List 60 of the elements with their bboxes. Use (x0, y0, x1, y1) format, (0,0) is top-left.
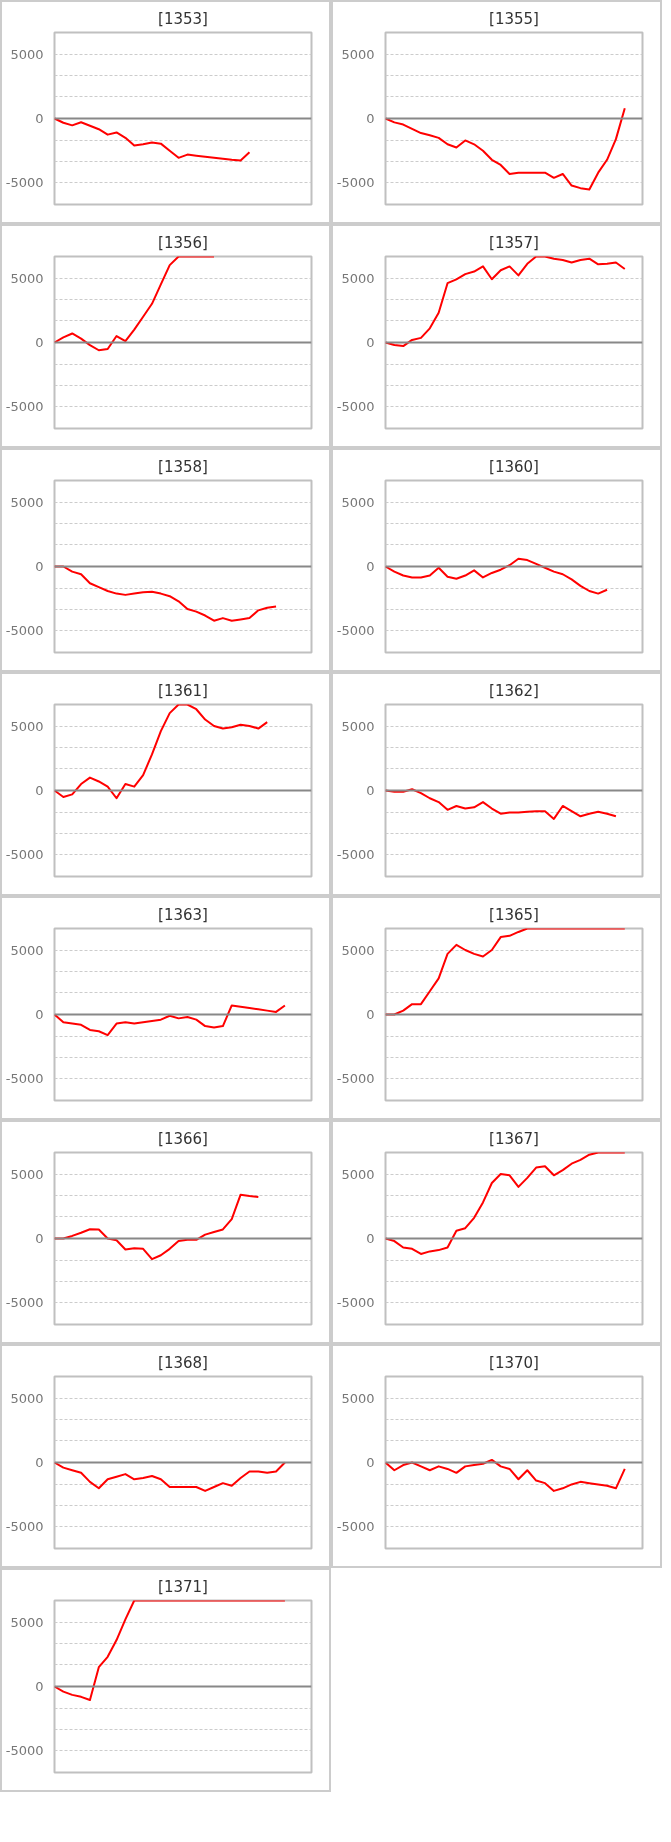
y-tick-label: 0 (366, 335, 375, 350)
y-tick-label: 0 (35, 1455, 44, 1470)
y-tick-label: 5000 (10, 494, 44, 510)
y-tick-label: 0 (35, 559, 44, 574)
chart-title: [1370] (489, 1353, 539, 1372)
y-tick-label: 0 (35, 1231, 44, 1246)
y-tick-label: 5000 (10, 942, 44, 958)
y-tick-label: 5000 (341, 718, 375, 734)
chart-title: [1360] (489, 457, 539, 476)
y-tick-label: -5000 (336, 623, 375, 639)
chart-title: [1356] (158, 233, 208, 252)
chart-title: [1366] (158, 1129, 208, 1148)
y-tick-label: 0 (35, 111, 44, 126)
y-tick-label: 0 (35, 1007, 44, 1022)
y-tick-label: 5000 (341, 46, 375, 62)
y-tick-label: -5000 (336, 847, 375, 863)
chart-title: [1363] (158, 905, 208, 924)
chart-title: [1357] (489, 233, 539, 252)
chart-title: [1358] (158, 457, 208, 476)
y-tick-label: 0 (35, 783, 44, 798)
y-tick-label: -5000 (336, 399, 375, 415)
y-tick-label: -5000 (336, 175, 375, 191)
y-tick-label: 5000 (10, 46, 44, 62)
y-tick-label: 5000 (341, 494, 375, 510)
y-tick-label: 5000 (341, 942, 375, 958)
y-tick-label: -5000 (5, 1071, 44, 1087)
y-tick-label: -5000 (5, 847, 44, 863)
y-tick-label: 5000 (341, 1390, 375, 1406)
y-tick-label: -5000 (5, 1743, 44, 1759)
y-tick-label: -5000 (5, 1295, 44, 1311)
y-tick-label: -5000 (336, 1519, 375, 1535)
y-tick-label: 0 (366, 783, 375, 798)
y-tick-label: -5000 (336, 1295, 375, 1311)
y-tick-label: 0 (366, 1455, 375, 1470)
y-tick-label: 5000 (10, 270, 44, 286)
y-tick-label: -5000 (5, 399, 44, 415)
y-tick-label: -5000 (5, 623, 44, 639)
chart-title: [1355] (489, 9, 539, 28)
y-tick-label: 5000 (10, 718, 44, 734)
y-tick-label: 5000 (10, 1614, 44, 1630)
y-tick-label: 5000 (341, 270, 375, 286)
y-tick-label: -5000 (5, 1519, 44, 1535)
chart-title: [1353] (158, 9, 208, 28)
y-tick-label: 5000 (341, 1166, 375, 1182)
chart-title: [1361] (158, 681, 208, 700)
y-tick-label: 0 (35, 335, 44, 350)
chart-title: [1368] (158, 1353, 208, 1372)
y-tick-label: -5000 (5, 175, 44, 191)
y-tick-label: 5000 (10, 1390, 44, 1406)
y-tick-label: 0 (366, 1007, 375, 1022)
y-tick-label: 0 (366, 559, 375, 574)
y-tick-label: 5000 (10, 1166, 44, 1182)
chart-title: [1367] (489, 1129, 539, 1148)
chart-title: [1365] (489, 905, 539, 924)
chart-title: [1362] (489, 681, 539, 700)
y-tick-label: 0 (366, 111, 375, 126)
chart-title: [1371] (158, 1577, 208, 1596)
y-tick-label: 0 (35, 1679, 44, 1694)
y-tick-label: -5000 (336, 1071, 375, 1087)
y-tick-label: 0 (366, 1231, 375, 1246)
